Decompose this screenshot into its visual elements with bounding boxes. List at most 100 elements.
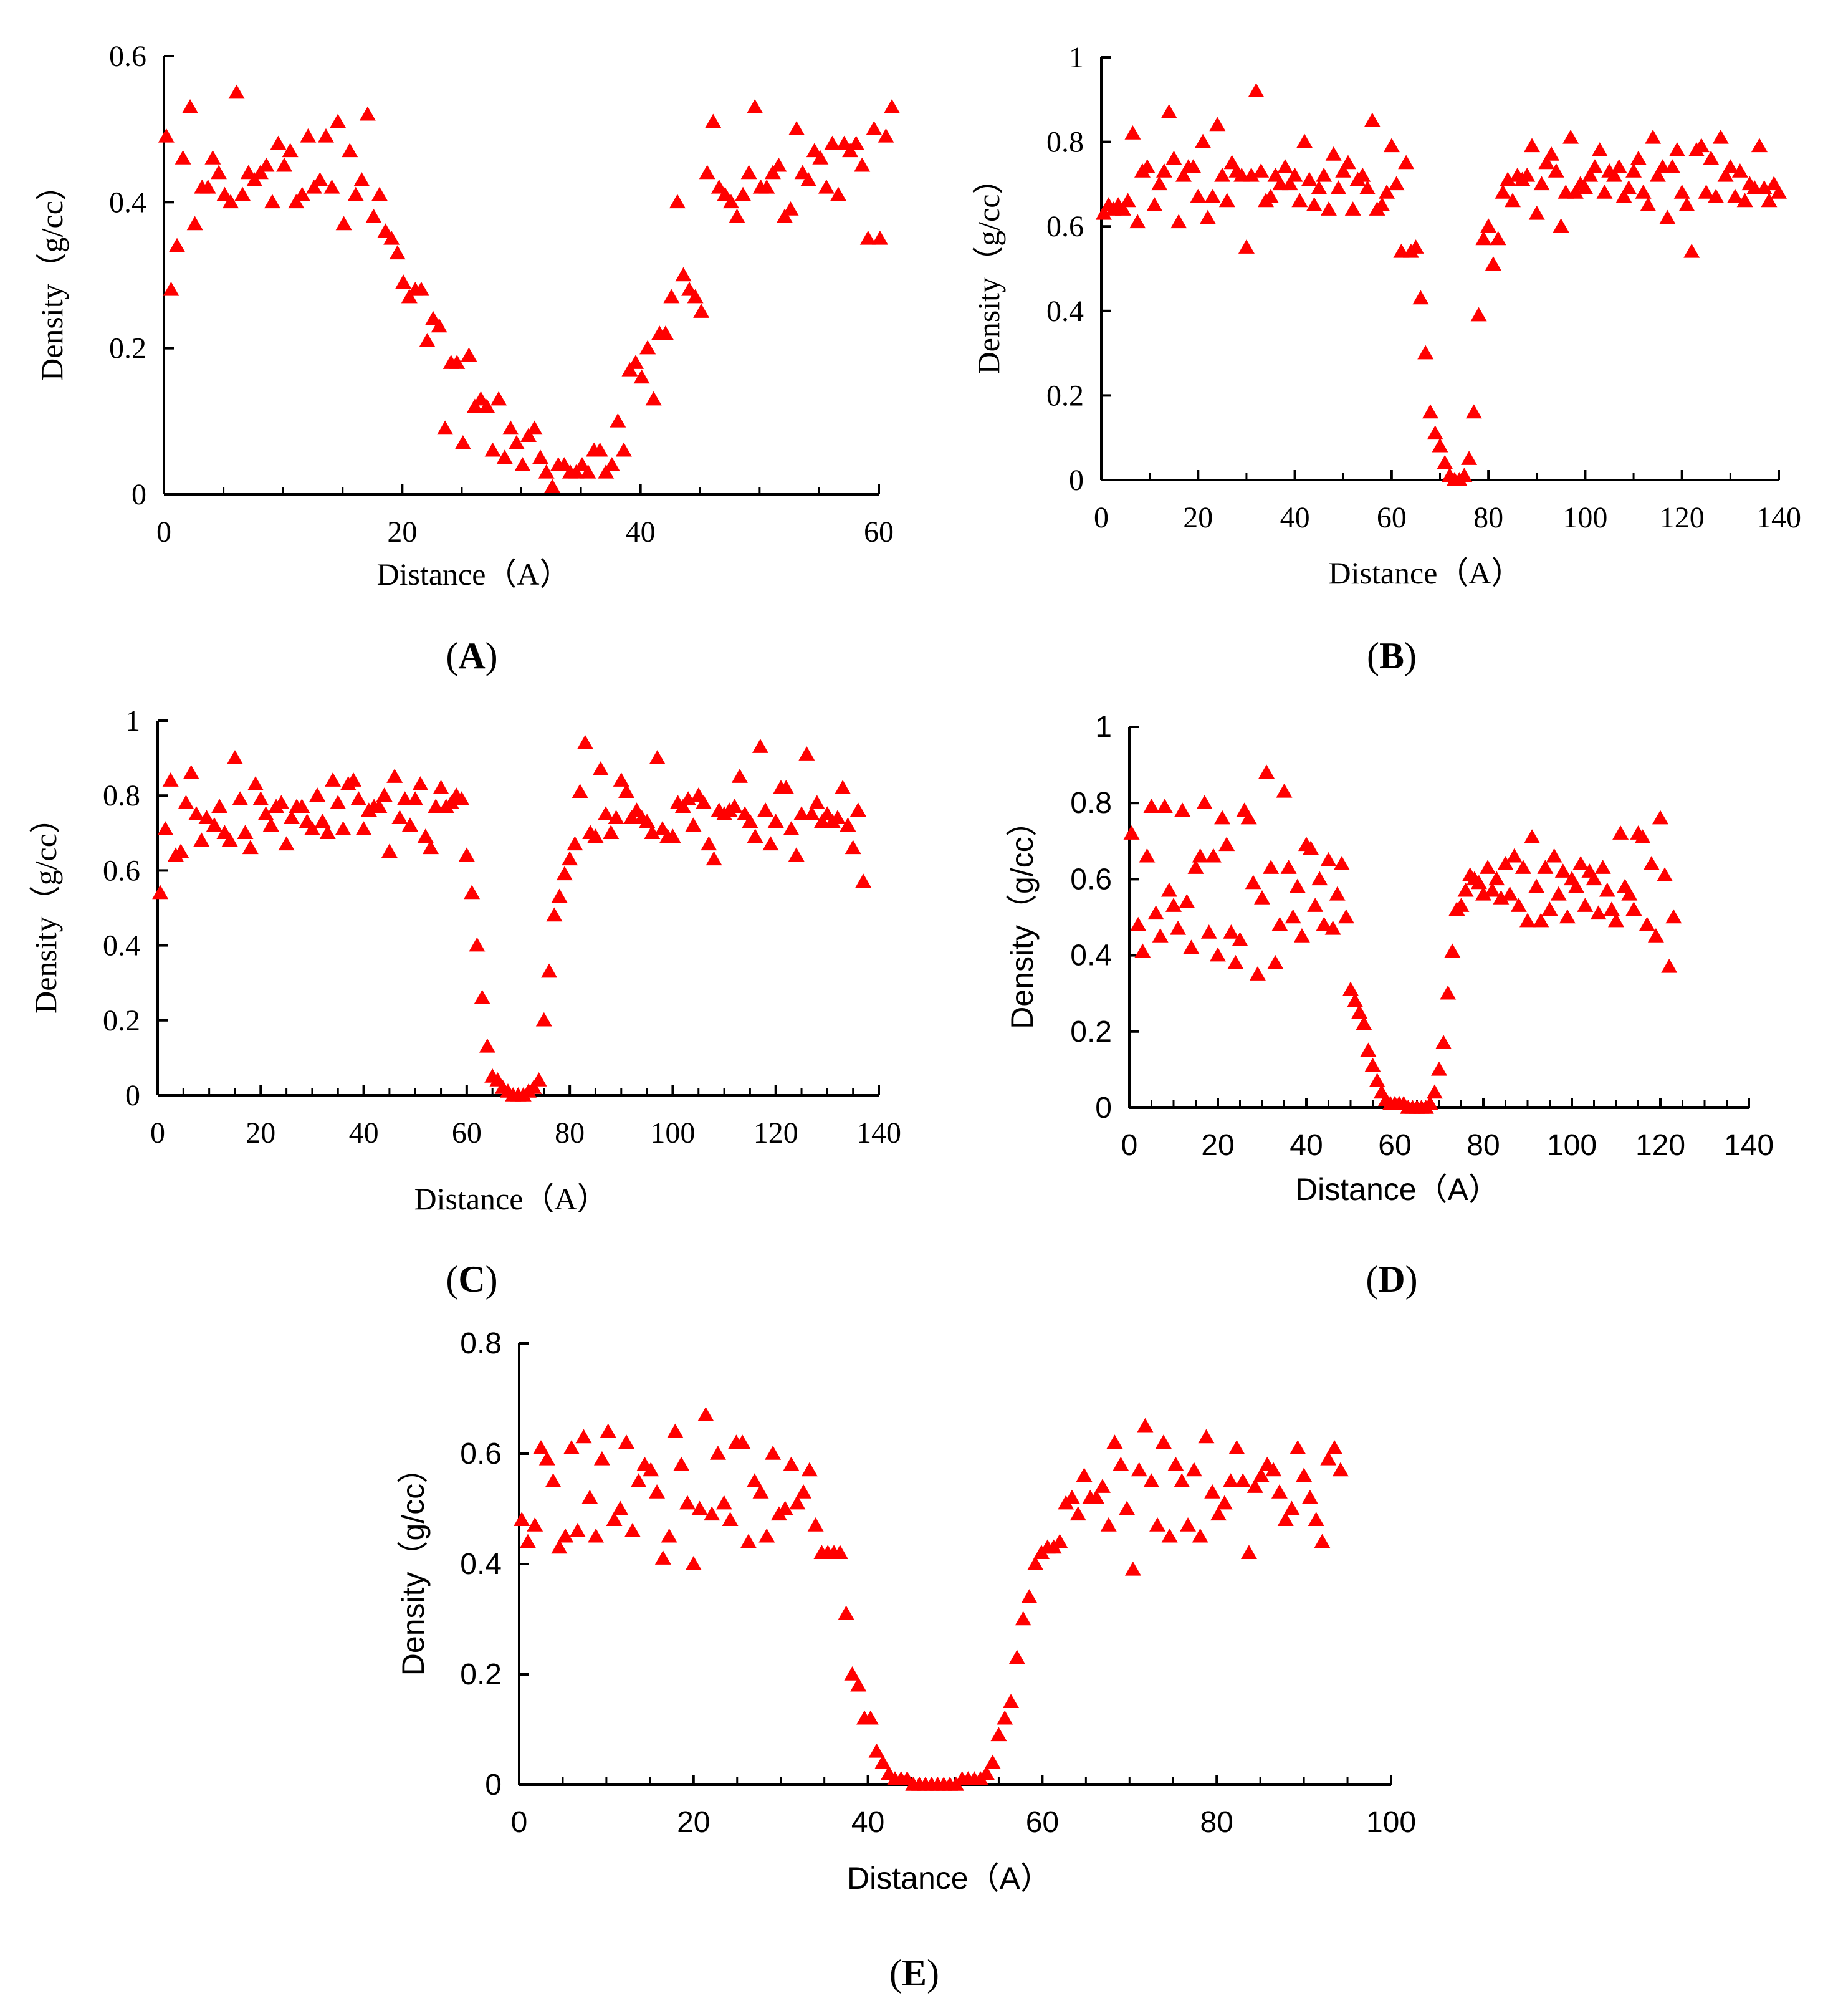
data-point bbox=[262, 817, 279, 832]
data-point bbox=[633, 369, 650, 384]
data-point bbox=[1051, 1534, 1068, 1548]
data-point bbox=[808, 795, 825, 809]
data-point bbox=[1293, 928, 1310, 943]
data-point bbox=[1572, 855, 1589, 870]
data-point bbox=[829, 810, 846, 825]
data-point bbox=[1003, 1694, 1020, 1708]
data-point bbox=[345, 772, 362, 787]
data-point bbox=[1342, 981, 1359, 996]
data-point bbox=[324, 772, 341, 787]
data-point bbox=[840, 817, 856, 832]
data-point bbox=[350, 791, 367, 805]
data-point bbox=[835, 780, 851, 794]
data-point bbox=[1369, 1073, 1385, 1087]
x-tick-label: 20 bbox=[677, 1806, 710, 1839]
data-point bbox=[764, 165, 781, 180]
data-point bbox=[502, 420, 519, 435]
data-point bbox=[1170, 214, 1187, 229]
data-point bbox=[1643, 855, 1660, 870]
data-point bbox=[1329, 886, 1346, 901]
y-tick-label: 0 bbox=[485, 1769, 502, 1802]
y-tick-label: 0 bbox=[125, 1079, 140, 1112]
data-point bbox=[1286, 167, 1303, 182]
data-point bbox=[1344, 201, 1361, 216]
data-point bbox=[1538, 155, 1555, 170]
panel-label-letter: B bbox=[1379, 635, 1404, 676]
data-point bbox=[1291, 193, 1308, 208]
data-point bbox=[687, 289, 704, 304]
x-tick-label: 20 bbox=[246, 1116, 275, 1150]
data-point bbox=[1271, 916, 1288, 931]
data-point bbox=[830, 186, 847, 201]
data-point bbox=[389, 245, 406, 260]
data-point bbox=[544, 479, 561, 494]
panel-a: 0 20 40 60 0 0.2 0.4 0.6 Distance（A） Density（g/cc… bbox=[34, 40, 901, 676]
data-point bbox=[1165, 898, 1182, 912]
data-point bbox=[353, 172, 370, 186]
data-point bbox=[752, 1484, 769, 1499]
data-point bbox=[1254, 890, 1270, 905]
data-point bbox=[1665, 909, 1682, 924]
y-axis-title: Density（g/cc） bbox=[34, 170, 69, 381]
x-axis-title: Distance（A） bbox=[1328, 555, 1522, 590]
data-point bbox=[1594, 860, 1611, 874]
data-point bbox=[1568, 878, 1585, 893]
data-point bbox=[1119, 193, 1136, 208]
data-point bbox=[1383, 138, 1400, 153]
data-point bbox=[990, 1727, 1007, 1742]
data-point bbox=[661, 1528, 677, 1543]
data-point bbox=[335, 821, 352, 836]
data-point bbox=[1426, 1084, 1443, 1099]
data-point bbox=[258, 157, 275, 172]
data-point bbox=[1139, 848, 1156, 863]
data-point bbox=[1196, 795, 1213, 809]
data-point bbox=[1124, 125, 1141, 140]
data-point bbox=[1185, 1462, 1202, 1477]
data-point bbox=[623, 810, 640, 825]
data-point bbox=[984, 1754, 1001, 1769]
data-point bbox=[1456, 468, 1473, 482]
y-tick-label: 1 bbox=[1095, 711, 1112, 744]
data-point bbox=[798, 746, 815, 761]
data-point bbox=[572, 784, 588, 798]
panel-label: (A) bbox=[446, 635, 497, 676]
series-points bbox=[514, 1407, 1349, 1791]
data-point bbox=[1320, 201, 1337, 216]
data-point bbox=[556, 866, 573, 881]
data-point bbox=[178, 795, 194, 809]
data-point bbox=[312, 172, 328, 186]
data-point bbox=[1500, 171, 1516, 186]
data-point bbox=[317, 128, 334, 143]
data-point bbox=[731, 769, 748, 783]
y-tick-label: 1 bbox=[125, 704, 140, 737]
data-point bbox=[294, 186, 310, 201]
data-point bbox=[541, 963, 558, 978]
data-point bbox=[1248, 83, 1265, 97]
data-point bbox=[412, 776, 429, 790]
panel-label-letter: A bbox=[458, 635, 485, 676]
data-point bbox=[1235, 1473, 1251, 1487]
data-point bbox=[520, 428, 537, 443]
data-point bbox=[645, 391, 662, 406]
data-point bbox=[1379, 184, 1395, 199]
data-point bbox=[228, 84, 245, 99]
data-point bbox=[1577, 180, 1594, 194]
data-point bbox=[1253, 163, 1270, 178]
data-point bbox=[386, 769, 403, 783]
data-point bbox=[1519, 167, 1536, 182]
x-tick-label: 140 bbox=[1756, 501, 1801, 534]
data-point bbox=[1567, 184, 1584, 199]
data-point bbox=[669, 194, 686, 209]
data-point bbox=[644, 825, 661, 840]
data-point bbox=[866, 121, 883, 135]
data-point bbox=[1330, 180, 1347, 194]
data-point bbox=[1457, 882, 1474, 897]
data-point bbox=[618, 784, 635, 798]
data-point bbox=[330, 113, 347, 128]
data-point bbox=[186, 216, 203, 231]
data-point bbox=[535, 1012, 552, 1027]
data-point bbox=[1550, 886, 1567, 901]
data-point bbox=[1174, 802, 1191, 817]
data-point bbox=[270, 135, 287, 150]
data-point bbox=[608, 810, 624, 825]
